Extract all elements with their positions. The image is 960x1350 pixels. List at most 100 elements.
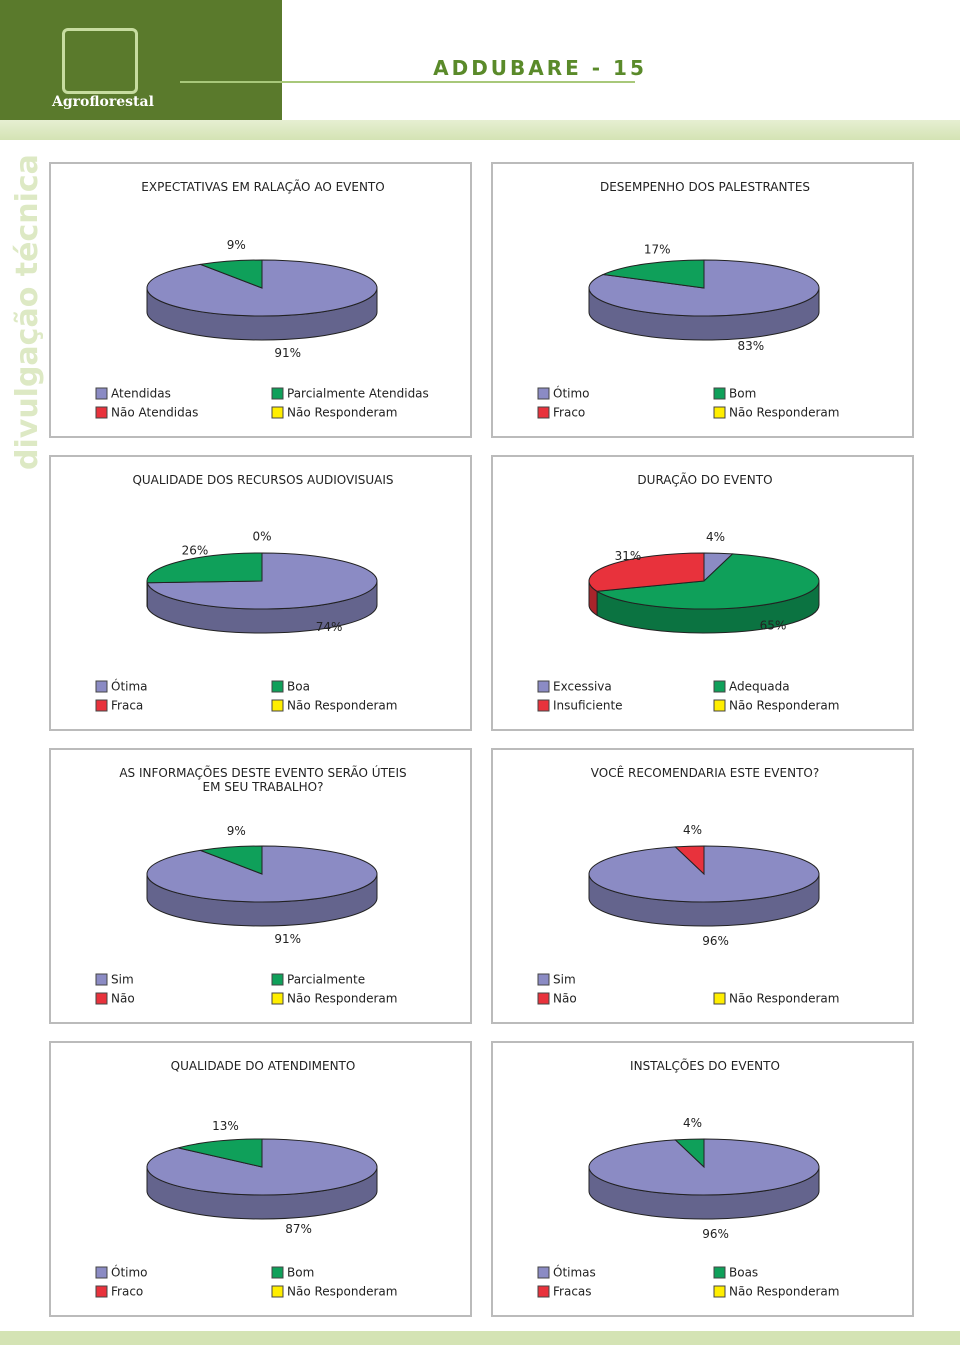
legend-swatch	[713, 699, 726, 712]
chart-title: DESEMPENHO DOS PALESTRANTES	[599, 180, 811, 194]
chart: 83% 17% Ótimo Bom Fraco Não Responderam	[537, 243, 839, 420]
chart-panel: AS INFORMAÇÕES DESTE EVENTO SERÃO ÚTEIS …	[49, 748, 472, 1024]
legend-label: Atendidas	[111, 387, 171, 401]
pie-slice	[601, 259, 705, 289]
legend-swatch	[95, 387, 108, 400]
legend-label: Não	[111, 992, 135, 1006]
data-label: 9%	[227, 824, 246, 838]
chart-panel: QUALIDADE DO ATENDIMENTO 87% 13% Ótimo Bom Fr…	[49, 1041, 472, 1317]
legend-swatch	[95, 680, 108, 693]
legend-swatch	[537, 1266, 550, 1279]
legend-swatch	[271, 387, 284, 400]
chart-title: VOCÊ RECOMENDARIA ESTE EVENTO?	[590, 766, 820, 780]
legend-swatch	[713, 1266, 726, 1279]
data-label: 4%	[683, 823, 702, 837]
data-label: 26%	[182, 543, 209, 557]
chart: 91% 9% Atendidas Parcialmente Atendidas Não …	[95, 238, 429, 420]
data-label: 96%	[702, 934, 729, 948]
logo-text: Agroflorestal	[52, 94, 154, 110]
logo-mark	[62, 28, 138, 94]
legend-swatch	[95, 1266, 108, 1279]
legend-swatch	[713, 387, 726, 400]
data-label: 91%	[274, 932, 301, 946]
legend-swatch	[537, 680, 550, 693]
data-label: 13%	[212, 1119, 239, 1133]
data-label: 9%	[227, 238, 246, 252]
page-title: ADDUBARE - 15	[433, 56, 647, 80]
chart: 74% 26% 0% Ótima Boa Fraca Não Responderam	[95, 530, 397, 713]
chart-title: AS INFORMAÇÕES DESTE EVENTO SERÃO ÚTEIS …	[119, 766, 407, 794]
legend-label: Não Responderam	[287, 1285, 397, 1299]
chart-title: EXPECTATIVAS EM RALAÇÃO AO EVENTO	[141, 180, 385, 194]
pie-slice	[146, 552, 263, 584]
chart-panel: DURAÇÃO DO EVENTO 4% 65% 31% Excessiva Adequa…	[491, 455, 914, 731]
chart: 87% 13% Ótimo Bom Fraco Não Responderam	[95, 1119, 397, 1299]
legend-swatch	[537, 973, 550, 986]
legend-swatch	[271, 680, 284, 693]
legend-label: Não Responderam	[287, 699, 397, 713]
chart: 96% 4% Sim Não Não Responderam	[537, 823, 839, 1006]
data-label: 96%	[702, 1227, 729, 1241]
data-label: 31%	[615, 549, 642, 563]
legend-swatch	[95, 699, 108, 712]
legend-swatch	[537, 387, 550, 400]
pie-slice	[198, 845, 263, 875]
data-label: 83%	[737, 339, 764, 353]
legend-label: Não Responderam	[729, 406, 839, 420]
header-band	[0, 120, 960, 140]
chart-panel: QUALIDADE DOS RECURSOS AUDIOVISUAIS 74% 26…	[49, 455, 472, 731]
data-label: 87%	[285, 1222, 312, 1236]
legend-label: Não	[553, 992, 577, 1006]
pie-slice	[674, 1138, 705, 1169]
legend-swatch	[271, 1285, 284, 1298]
legend-label: Sim	[553, 973, 576, 987]
legend-swatch	[271, 406, 284, 419]
chart-title: DURAÇÃO DO EVENTO	[637, 473, 773, 487]
header-block	[0, 0, 282, 120]
chart-panel: DESEMPENHO DOS PALESTRANTES 83% 17% Ótimo Bo…	[491, 162, 914, 438]
legend-label: Fracas	[553, 1285, 592, 1299]
legend-swatch	[537, 992, 550, 1005]
legend-label: Parcialmente Atendidas	[287, 387, 429, 401]
chart: 91% 9% Sim Parcialmente Não Não Responderam	[95, 824, 397, 1006]
data-label: 91%	[274, 346, 301, 360]
legend-swatch	[95, 406, 108, 419]
data-label: 0%	[252, 530, 271, 544]
legend-label: Fraca	[111, 699, 143, 713]
chart-title: QUALIDADE DO ATENDIMENTO	[170, 1059, 356, 1073]
legend-swatch	[95, 992, 108, 1005]
chart-panel: INSTALÇÕES DO EVENTO 96% 4% Ótimas Boas Fraca…	[491, 1041, 914, 1317]
legend-label: Bom	[287, 1266, 314, 1280]
data-label: 65%	[760, 618, 787, 632]
legend-swatch	[713, 406, 726, 419]
title-underline	[180, 81, 635, 83]
legend-swatch	[271, 973, 284, 986]
legend-swatch	[713, 992, 726, 1005]
legend-label: Insuficiente	[553, 699, 623, 713]
legend-label: Excessiva	[553, 680, 612, 694]
side-label: divulgação técnica	[10, 154, 45, 470]
legend-label: Adequada	[729, 680, 790, 694]
chart-panel: EXPECTATIVAS EM RALAÇÃO AO EVENTO 91% 9% At…	[49, 162, 472, 438]
legend-label: Ótimo	[553, 386, 590, 401]
legend-label: Não Responderam	[287, 406, 397, 420]
legend-swatch	[271, 699, 284, 712]
legend-label: Não Responderam	[729, 992, 839, 1006]
data-label: 4%	[683, 1116, 702, 1130]
data-label: 74%	[316, 620, 343, 634]
footer-band	[0, 1331, 960, 1345]
pie-slice	[674, 845, 705, 876]
chart: 4% 65% 31% Excessiva Adequada Insuficiente Não…	[537, 530, 839, 713]
legend-label: Não Responderam	[287, 992, 397, 1006]
legend-label: Não Responderam	[729, 1285, 839, 1299]
chart-title: INSTALÇÕES DO EVENTO	[630, 1059, 780, 1073]
data-label: 4%	[706, 530, 725, 544]
legend-swatch	[95, 1285, 108, 1298]
pie-slice	[595, 553, 820, 610]
legend-label: Boas	[729, 1266, 758, 1280]
chart-panel: VOCÊ RECOMENDARIA ESTE EVENTO? 96% 4% Sim Nã…	[491, 748, 914, 1024]
legend-swatch	[271, 1266, 284, 1279]
legend-label: Ótimas	[553, 1265, 596, 1280]
legend-swatch	[537, 406, 550, 419]
